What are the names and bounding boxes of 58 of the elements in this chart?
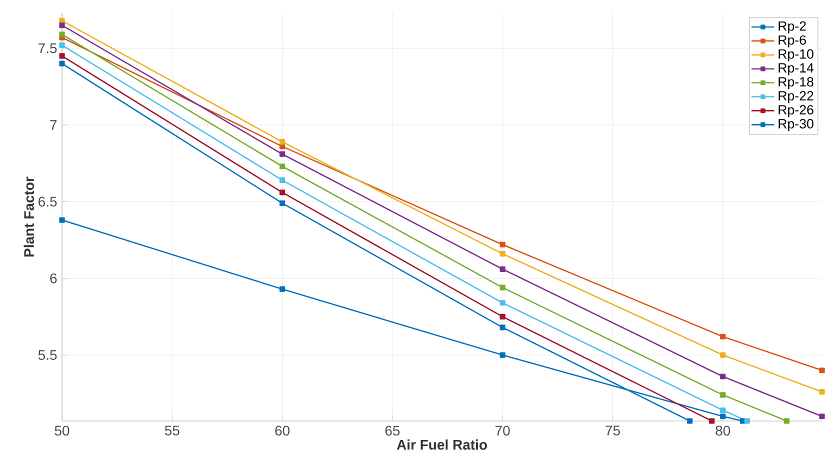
x-tick-label: 50 xyxy=(54,426,70,436)
legend-label: Rp-18 xyxy=(778,77,814,90)
point xyxy=(720,334,726,340)
point xyxy=(500,284,506,290)
x-tick-label: 65 xyxy=(385,426,400,436)
point xyxy=(744,418,750,424)
x-tick-label: 55 xyxy=(164,426,180,436)
legend-label: Rp-26 xyxy=(778,105,814,118)
point xyxy=(500,352,506,358)
point xyxy=(709,418,715,424)
legend-label: Rp-6 xyxy=(778,35,806,48)
point xyxy=(740,418,746,424)
point xyxy=(720,392,726,398)
point xyxy=(819,368,825,374)
legend-label: Rp-10 xyxy=(778,49,814,62)
point xyxy=(279,139,286,145)
point xyxy=(687,418,693,424)
point xyxy=(59,22,65,28)
point xyxy=(279,200,286,206)
legend-label: Rp-14 xyxy=(778,63,814,76)
x-tick-label: 60 xyxy=(275,426,290,436)
point xyxy=(279,177,286,183)
point xyxy=(720,374,726,380)
point xyxy=(500,324,506,330)
legend-label: Rp-22 xyxy=(778,91,814,104)
point xyxy=(59,60,65,66)
x-tick-label: 70 xyxy=(496,426,510,436)
point xyxy=(784,418,790,424)
x-tick-label: 80 xyxy=(716,426,730,436)
y-tick-label: 6.5 xyxy=(38,196,57,207)
point xyxy=(59,217,65,223)
y-tick-label: 6 xyxy=(50,273,57,284)
point xyxy=(279,151,286,157)
point xyxy=(720,414,726,420)
legend-label: Rp-30 xyxy=(778,119,814,132)
y-tick-label: 5.5 xyxy=(38,350,57,360)
point xyxy=(59,42,65,48)
y-axis-title: Plant Factor xyxy=(24,176,34,256)
point xyxy=(720,352,726,358)
point xyxy=(279,190,286,196)
point xyxy=(59,32,65,38)
point xyxy=(500,300,506,306)
point xyxy=(500,250,506,257)
point xyxy=(59,18,65,24)
legend-label: Rp-2 xyxy=(778,21,806,34)
point xyxy=(59,53,65,59)
x-tick-label: 75 xyxy=(606,426,620,436)
y-tick-label: 7.5 xyxy=(38,43,57,54)
y-tick-label: 7 xyxy=(50,120,57,130)
point xyxy=(500,242,506,248)
point xyxy=(279,286,286,292)
point xyxy=(500,314,506,320)
point xyxy=(819,389,825,395)
point xyxy=(279,164,286,170)
x-axis-title: Air Fuel Ratio xyxy=(396,439,487,450)
point xyxy=(500,266,506,272)
point xyxy=(720,407,726,414)
point xyxy=(819,414,825,420)
